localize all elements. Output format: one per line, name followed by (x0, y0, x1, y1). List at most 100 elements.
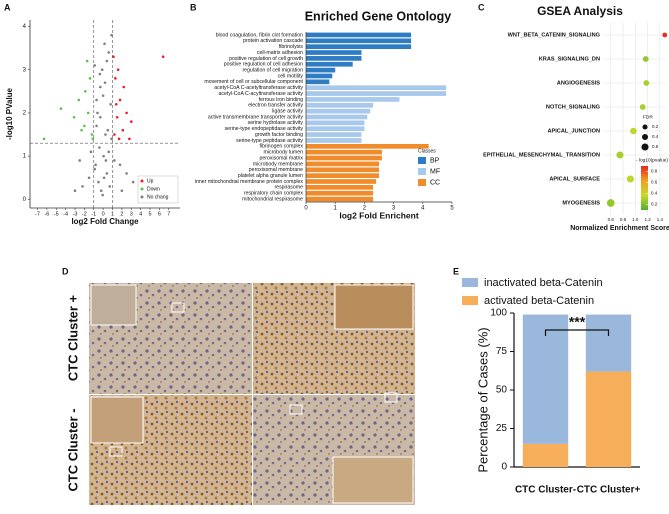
legend-title: FDR (643, 114, 653, 120)
y-tick-label: acetyl-CoA C-acetyltransferase activity (214, 85, 303, 91)
x-tick-label: -4 (63, 211, 68, 217)
panel-label: B (190, 2, 197, 12)
point (95, 98, 98, 102)
point (105, 59, 109, 63)
y-tick-label: APICAL_JUNCTION (547, 128, 600, 134)
bar (306, 190, 374, 196)
dot (626, 175, 634, 183)
roi (171, 302, 185, 313)
row-label: CTC Cluster - (65, 408, 80, 491)
chart-title: GSEA Analysis (537, 4, 623, 18)
y-tick-label: cell motility (278, 73, 304, 79)
y-tick-label: 0 (23, 197, 27, 203)
bar (306, 143, 429, 149)
bar (306, 173, 379, 178)
y-tick-label: active transmembrane transporter activit… (208, 114, 304, 120)
bar (306, 167, 379, 173)
significance-bracket (544, 329, 610, 336)
point (107, 51, 111, 54)
point (116, 68, 120, 72)
panel-label: C (478, 2, 485, 12)
point (98, 72, 102, 76)
bar (306, 196, 374, 202)
point (88, 77, 92, 80)
point (104, 159, 108, 162)
point (99, 85, 102, 89)
point (95, 124, 98, 128)
dot (639, 104, 646, 110)
legend-swatch (418, 179, 426, 186)
point (77, 98, 81, 102)
bar (306, 44, 412, 49)
point (114, 77, 117, 80)
y-tick-label: electron transfer activity (248, 103, 303, 109)
y-tick-label: regulation of cell migration (242, 67, 303, 73)
bar (306, 132, 362, 137)
size-key (641, 143, 649, 151)
x-tick-label: -7 (35, 211, 40, 217)
dot (642, 56, 649, 62)
point (103, 42, 106, 46)
point (96, 111, 99, 115)
bar (306, 179, 377, 184)
y-tick-label: serine hydrolase activity (248, 120, 304, 126)
point (129, 120, 133, 123)
point (84, 90, 87, 93)
point (101, 193, 104, 197)
point (98, 146, 101, 149)
point (81, 185, 84, 188)
legend-swatch (418, 168, 426, 175)
x-axis-label: log2 Fold Enrichent (339, 210, 419, 220)
size-key (641, 133, 649, 141)
legend-swatch (140, 179, 144, 183)
bar-segment (585, 314, 632, 372)
y-tick-label: 25 (496, 423, 508, 434)
legend-swatch (140, 187, 144, 191)
x-tick-label: -2 (82, 211, 87, 217)
bar (306, 50, 362, 55)
y-tick-label: positive regulation of cell growth (229, 56, 303, 62)
x-tick-label: -1 (91, 211, 96, 217)
y-tick-label: platelet alpha granule lumen (238, 173, 303, 179)
point (91, 137, 95, 141)
size-key-label: 0.2 (652, 124, 659, 129)
bar (306, 56, 362, 61)
y-tick-label: APICAL_SURFACE (549, 176, 600, 182)
y-axis-label: Percentage of Cases (%) (475, 327, 490, 472)
legend-label: inactivated beta-Catenin (484, 277, 603, 289)
point (114, 102, 118, 106)
dot (630, 127, 637, 135)
y-tick-label: acetyl-CoA C-acyltransferase activity (219, 91, 304, 97)
point (105, 172, 109, 175)
inset (334, 284, 414, 330)
y-tick-label: ANGIOGENESIS (557, 80, 600, 86)
x-tick-label: 5 (148, 211, 151, 217)
bar (306, 61, 353, 67)
bar (306, 91, 447, 96)
point (59, 107, 63, 110)
colorbar-label: 0.4 (651, 191, 658, 196)
go-bar-chart: Enriched Gene Ontology blood coagulation,… (195, 9, 454, 220)
point (90, 133, 94, 136)
y-tick-label: peroxisomal membrane (249, 167, 303, 173)
point (125, 111, 128, 115)
point (100, 68, 104, 72)
inset (90, 396, 144, 444)
roi (289, 404, 303, 415)
y-tick-label: ferrous iron binding (259, 97, 304, 103)
bar (306, 120, 365, 126)
x-tick-label: 0.8 (620, 217, 627, 222)
legend-label: MF (430, 168, 440, 175)
significance-label: *** (569, 314, 586, 330)
panel-d: CTC Cluster + CTC Cluster - (65, 283, 415, 505)
y-tick-label: respiratory chain complex (244, 191, 304, 197)
inset (90, 284, 137, 326)
x-tick-label: 6 (158, 211, 161, 217)
y-tick-label: 50 (496, 385, 508, 396)
bar (306, 73, 333, 79)
x-axis-label: Normalized Enrichment Score (570, 225, 669, 232)
gsea-dot-plot: GSEA Analysis 0.6 0.8 1.0 1.2 1.4 WNT_BETA_CAT… (483, 4, 669, 232)
